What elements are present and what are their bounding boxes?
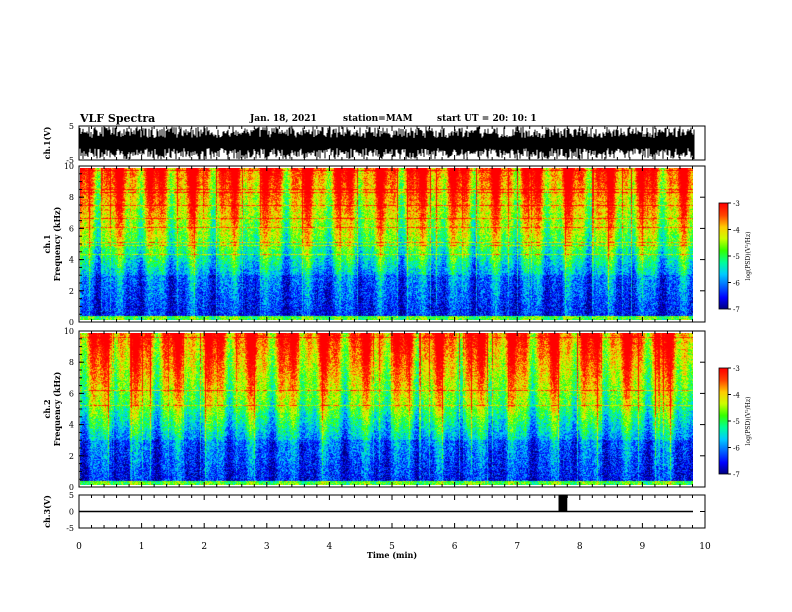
y-tick-label: 6 — [69, 389, 74, 398]
colorbar-label: log(PSD)(V²/Hz) — [745, 397, 752, 446]
colorbar-tick-label: -3 — [733, 200, 740, 208]
ch1-colorbar — [719, 203, 728, 309]
x-tick-label: 6 — [452, 542, 458, 552]
colorbar-tick-label: -7 — [733, 471, 740, 479]
y-tick-label: 4 — [69, 256, 74, 265]
y-tick-label: 10 — [64, 327, 74, 336]
panel-frame-3 — [78, 330, 706, 488]
x-tick-label: 5 — [389, 542, 395, 552]
colorbar-label: log(PSD)(V²/Hz) — [745, 232, 752, 281]
y-axis-label: ch.3(V) — [42, 495, 52, 528]
ch2-spectrogram-image — [80, 333, 693, 485]
y-tick-label: 8 — [69, 193, 74, 202]
colorbar-tick-label: -5 — [733, 418, 740, 426]
x-tick-label: 0 — [76, 542, 82, 552]
colorbar-tick-label: -4 — [733, 392, 740, 400]
x-tick-label: 1 — [139, 542, 145, 552]
y-axis-label: ch.1(V) — [42, 126, 52, 159]
y-tick-label: 5 — [69, 122, 74, 131]
x-axis-label: Time (min) — [367, 550, 417, 560]
y-tick-label: 4 — [69, 421, 74, 430]
ch1-waveform-trace — [79, 126, 695, 160]
colorbar-frame — [718, 367, 729, 475]
y-axis-label-line2: Frequency (kHz) — [52, 206, 62, 281]
x-tick-label: 3 — [264, 542, 270, 552]
figure-title: VLF Spectra — [80, 112, 156, 125]
y-axis-label-line1: ch.2 — [42, 399, 52, 418]
y-tick-label: 8 — [69, 358, 74, 367]
y-tick-label: -5 — [66, 524, 74, 533]
colorbar-tick-label: -6 — [733, 280, 740, 288]
x-tick-label: 8 — [577, 542, 583, 552]
colorbar-tick-label: -4 — [733, 227, 740, 235]
colorbar-tick-label: -6 — [733, 445, 740, 453]
y-tick-label: 2 — [69, 452, 74, 461]
x-tick-label: 4 — [327, 542, 333, 552]
ch1-spectrogram-image — [80, 168, 693, 320]
x-tick-label: 7 — [514, 542, 520, 552]
y-tick-label: -5 — [66, 156, 74, 165]
y-tick-label: 6 — [69, 224, 74, 233]
y-tick-label: 0 — [69, 318, 74, 327]
y-tick-label: 0 — [69, 483, 74, 492]
y-tick-label: 0 — [69, 508, 74, 517]
x-tick-label: 9 — [640, 542, 646, 552]
panel-frame-2 — [78, 165, 706, 323]
ch2-colorbar — [719, 368, 728, 474]
y-axis-label-line1: ch.1 — [42, 234, 52, 253]
y-tick-label: 2 — [69, 287, 74, 296]
colorbar-frame — [718, 202, 729, 310]
y-axis-label-line2: Frequency (kHz) — [52, 371, 62, 446]
x-tick-label: 2 — [201, 542, 207, 552]
ch3-pulse — [558, 495, 568, 512]
colorbar-tick-label: -3 — [733, 365, 740, 373]
colorbar-tick-label: -7 — [733, 306, 740, 314]
y-tick-label: 10 — [64, 162, 74, 171]
date-label: Jan. 18, 2021 — [250, 114, 317, 124]
start-time-label: start UT = 20: 10: 1 — [437, 114, 537, 124]
station-label: station=MAM — [343, 114, 413, 124]
x-tick-label: 10 — [699, 542, 711, 552]
colorbar-tick-label: -5 — [733, 253, 740, 261]
y-tick-label: 5 — [69, 491, 74, 500]
